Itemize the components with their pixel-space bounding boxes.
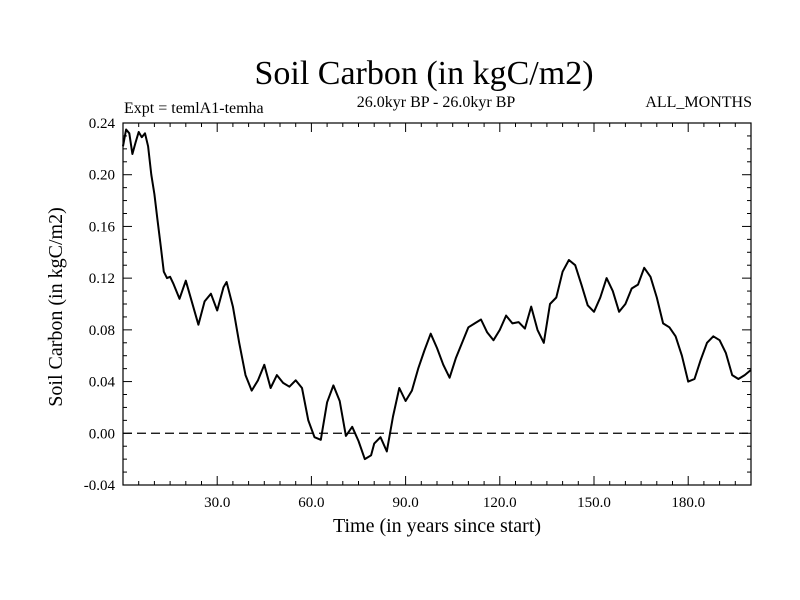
x-tick-label: 90.0 [392,495,418,511]
y-tick-label: 0.08 [89,323,115,339]
y-tick-label: 0.12 [89,271,115,287]
y-axis-label: Soil Carbon (in kgC/m2) [45,207,67,406]
y-tick-label: 0.20 [89,168,115,184]
chart-title: Soil Carbon (in kgC/m2) [254,55,593,92]
x-tick-label: 120.0 [483,495,517,511]
y-tick-label: 0.04 [89,375,116,391]
plot-area [122,128,752,461]
x-tick-label: 180.0 [671,495,705,511]
x-tick-label: 30.0 [204,495,230,511]
x-tick-label: 60.0 [298,495,324,511]
y-tick-label: 0.16 [89,219,116,235]
x-axis-label: Time (in years since start) [333,515,541,537]
x-tick-label: 150.0 [577,495,611,511]
y-tick-label: 0.24 [89,116,116,132]
y-tick-label: -0.04 [84,478,116,494]
experiment-label: Expt = temlA1-temha [124,100,264,117]
y-tick-label: 0.00 [89,426,115,442]
chart-subtitle: 26.0kyr BP - 26.0kyr BP [357,94,516,111]
plot-frame [122,122,752,486]
axes: 30.0 60.0 90.0 120.0 150.0 180.0 -0.04 0.00 0.04… [84,116,752,511]
months-label: ALL_MONTHS [645,94,752,111]
series-line-0 [122,128,752,461]
